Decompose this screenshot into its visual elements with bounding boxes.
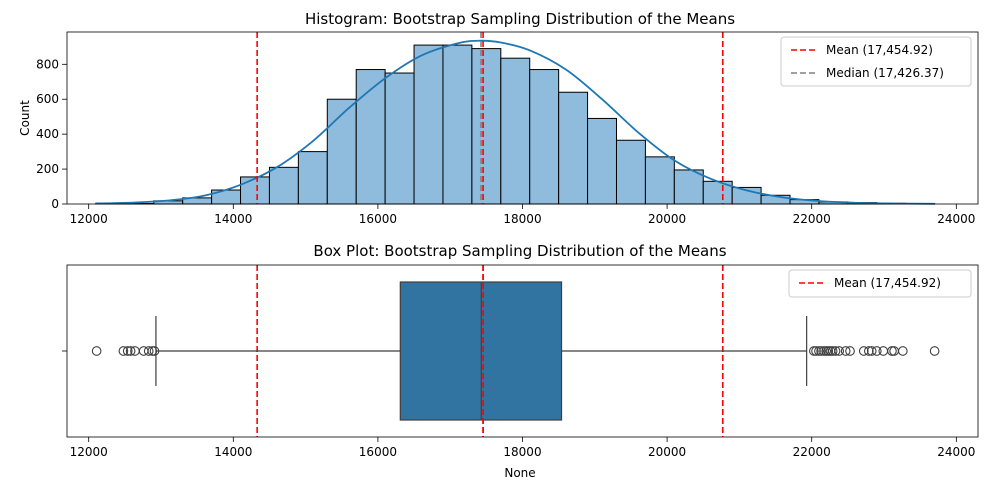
histogram-bar xyxy=(645,157,674,204)
boxplot-panel: Box Plot: Bootstrap Sampling Distributio… xyxy=(62,242,978,480)
y-tick-label: 800 xyxy=(36,57,59,71)
histogram-bar xyxy=(530,70,559,204)
x-tick-label: 18000 xyxy=(503,212,541,226)
histogram-legend: Mean (17,454.92) Median (17,426.37) xyxy=(781,37,971,86)
x-tick-label: 20000 xyxy=(648,445,686,459)
outlier-point xyxy=(930,347,939,356)
histogram-bar xyxy=(443,45,472,204)
histogram-bar xyxy=(472,49,501,204)
histogram-title: Histogram: Bootstrap Sampling Distributi… xyxy=(305,10,735,28)
histogram-bar xyxy=(616,140,645,204)
boxplot-x-ticks: 12000 14000 16000 18000 20000 22000 24000 xyxy=(70,437,976,459)
boxplot-title: Box Plot: Bootstrap Sampling Distributio… xyxy=(313,242,726,260)
x-tick-label: 22000 xyxy=(793,212,831,226)
boxplot-legend: Mean (17,454.92) xyxy=(789,270,971,297)
outlier-point xyxy=(139,347,148,356)
outlier-point xyxy=(888,347,897,356)
y-tick-label: 400 xyxy=(36,127,59,141)
x-tick-label: 12000 xyxy=(70,212,108,226)
x-tick-label: 24000 xyxy=(937,212,975,226)
outlier-point xyxy=(92,347,101,356)
outlier-point xyxy=(859,347,868,356)
histogram-x-ticks: 12000 14000 16000 18000 20000 22000 24000 xyxy=(70,204,976,226)
histogram-bar xyxy=(588,118,617,204)
x-tick-label: 16000 xyxy=(359,212,397,226)
x-tick-label: 20000 xyxy=(648,212,686,226)
histogram-panel: Histogram: Bootstrap Sampling Distributi… xyxy=(18,10,978,226)
y-tick-label: 0 xyxy=(51,197,59,211)
x-tick-label: 22000 xyxy=(793,445,831,459)
histogram-y-ticks: 0 200 400 600 800 xyxy=(36,57,67,211)
legend-median-label: Median (17,426.37) xyxy=(826,66,944,80)
outlier-point xyxy=(879,347,888,356)
histogram-bar xyxy=(414,45,443,204)
x-tick-label: 14000 xyxy=(214,212,252,226)
histogram-bar xyxy=(501,58,530,204)
legend-mean-label: Mean (17,454.92) xyxy=(826,43,933,57)
x-tick-label: 14000 xyxy=(214,445,252,459)
x-tick-label: 18000 xyxy=(503,445,541,459)
y-tick-label: 600 xyxy=(36,92,59,106)
outlier-point xyxy=(899,347,908,356)
histogram-bar xyxy=(241,177,270,204)
outlier-point xyxy=(890,347,899,356)
histogram-bar xyxy=(385,73,414,204)
x-tick-label: 12000 xyxy=(70,445,108,459)
x-tick-label: 16000 xyxy=(359,445,397,459)
histogram-y-label: Count xyxy=(18,100,32,136)
y-tick-label: 200 xyxy=(36,162,59,176)
histogram-bar xyxy=(559,92,588,204)
histogram-bar xyxy=(298,152,327,204)
boxplot-legend-mean-label: Mean (17,454.92) xyxy=(834,276,941,290)
boxplot-x-label: None xyxy=(504,466,535,480)
x-tick-label: 24000 xyxy=(937,445,975,459)
histogram-bar xyxy=(269,167,298,204)
histogram-bar xyxy=(674,170,703,204)
